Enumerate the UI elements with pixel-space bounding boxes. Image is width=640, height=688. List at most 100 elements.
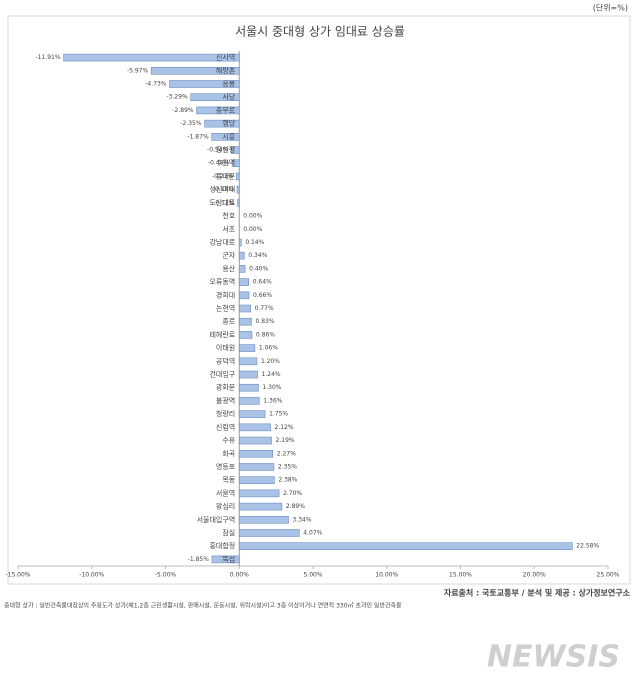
- value-label: -0.54%: [207, 147, 229, 154]
- value-label: -0.48%: [208, 160, 230, 167]
- category-label: 강남대로: [209, 237, 235, 246]
- category-label: 도산대로: [209, 198, 235, 207]
- category-label: 뚝섬: [222, 554, 235, 563]
- bar: [238, 529, 300, 537]
- category-label: 잠실: [222, 528, 235, 537]
- bar: [238, 542, 573, 550]
- x-tick-label: 20.00%: [523, 572, 546, 579]
- value-label: 0.00%: [243, 226, 262, 233]
- unit-note: (단위=%): [593, 3, 628, 13]
- category-label: 서울대입구역: [197, 515, 236, 524]
- value-label: 3.34%: [293, 516, 312, 523]
- x-tick-label: 25.00%: [597, 572, 620, 579]
- bar: [238, 304, 251, 313]
- bar: [211, 133, 240, 141]
- category-label: 장한평: [216, 145, 235, 154]
- value-label: -0.15%: [213, 186, 235, 193]
- value-label: 0.86%: [256, 331, 275, 338]
- x-tick-label: 10.00%: [375, 572, 398, 579]
- bar: [238, 383, 259, 392]
- x-tick-label: -5.00%: [155, 572, 177, 579]
- bar: [235, 172, 240, 181]
- bar: [190, 93, 240, 102]
- category-label: 테헤란로: [209, 330, 235, 339]
- value-label: -4.73%: [145, 81, 167, 88]
- bar: [238, 317, 252, 326]
- value-label: 2.27%: [277, 450, 296, 457]
- category-label: 경희대: [216, 290, 235, 299]
- category-label: 시흥: [222, 132, 235, 141]
- value-label: 2.38%: [278, 477, 297, 484]
- value-label: 1.75%: [269, 411, 288, 418]
- value-label: 2.12%: [275, 424, 294, 431]
- value-label: 0.77%: [255, 305, 274, 312]
- category-label: 광화문: [216, 384, 236, 392]
- value-label: 0.40%: [249, 265, 268, 272]
- category-label: 목동: [222, 476, 235, 484]
- value-label: -5.97%: [127, 67, 149, 74]
- bar: [238, 331, 253, 339]
- x-tick-label: -15.00%: [5, 572, 30, 579]
- bar: [237, 199, 240, 207]
- category-label: 응봉: [222, 80, 235, 88]
- bar: [238, 251, 245, 260]
- bar: [238, 436, 272, 445]
- source: 자료출처 : 국토교통부 / 분석 및 제공 : 상가정보연구소: [444, 588, 631, 598]
- category-label: 신림역: [216, 422, 235, 431]
- bar: [238, 278, 249, 286]
- bar: [238, 397, 260, 405]
- category-label: 공덕역: [216, 356, 235, 365]
- category-label: 수유: [222, 437, 235, 445]
- value-label: -1.85%: [188, 556, 210, 563]
- bar: [236, 185, 240, 194]
- bar: [238, 476, 275, 484]
- category-label: 건대입구: [209, 370, 235, 379]
- watermark: NEWSIS: [487, 640, 620, 675]
- category-label: 군자: [222, 251, 235, 260]
- bar: [238, 463, 275, 471]
- value-label: 0.34%: [248, 252, 267, 259]
- value-label: 1.06%: [259, 345, 278, 352]
- value-label: -11.91%: [36, 54, 61, 61]
- category-label: 신사역: [216, 53, 235, 62]
- value-label: 0.00%: [243, 213, 262, 220]
- category-label: 홍대합정: [209, 541, 235, 550]
- category-label: 해방촌: [216, 66, 236, 75]
- value-label: 0.66%: [253, 292, 272, 299]
- category-label: 천호: [222, 211, 235, 220]
- category-label: 사당: [222, 92, 235, 101]
- value-label: 1.24%: [262, 371, 281, 378]
- bar: [238, 449, 274, 458]
- bar: [238, 265, 246, 273]
- value-label: -2.35%: [180, 120, 202, 127]
- value-label: 2.70%: [283, 490, 302, 497]
- category-label: 성신여대: [209, 185, 235, 194]
- category-label: 왕십리: [216, 502, 235, 511]
- category-label: 용산: [222, 264, 235, 273]
- bar: [238, 502, 283, 511]
- category-label: 불광역: [216, 396, 235, 405]
- category-label: 서초: [222, 224, 235, 233]
- footnote: 중대형 상가 : 일반건축물대장상의 주용도가 상가(제1,2종 근린생활시설,…: [4, 602, 402, 610]
- category-label: 서울역: [216, 488, 235, 497]
- chart-title: 서울시 중대형 상가 임대료 상승률: [235, 25, 405, 39]
- x-tick-label: 15.00%: [449, 572, 472, 579]
- value-label: 4.07%: [303, 529, 322, 536]
- bar: [238, 344, 256, 352]
- category-label: 이태원: [216, 343, 235, 352]
- value-label: -3.29%: [166, 94, 188, 101]
- bar: [63, 53, 240, 62]
- category-label: 영등포: [216, 462, 236, 471]
- category-label: 종로: [222, 318, 235, 326]
- bar: [230, 146, 240, 154]
- x-tick-label: -10.00%: [79, 572, 104, 579]
- bar: [238, 410, 266, 418]
- bar: [238, 357, 258, 366]
- value-label: -1.87%: [187, 133, 209, 140]
- bar: [231, 159, 240, 168]
- bar: [238, 423, 271, 432]
- category-label: 행당: [222, 119, 235, 128]
- category-label: 충무로: [216, 105, 236, 114]
- category-label: 논현역: [216, 304, 235, 313]
